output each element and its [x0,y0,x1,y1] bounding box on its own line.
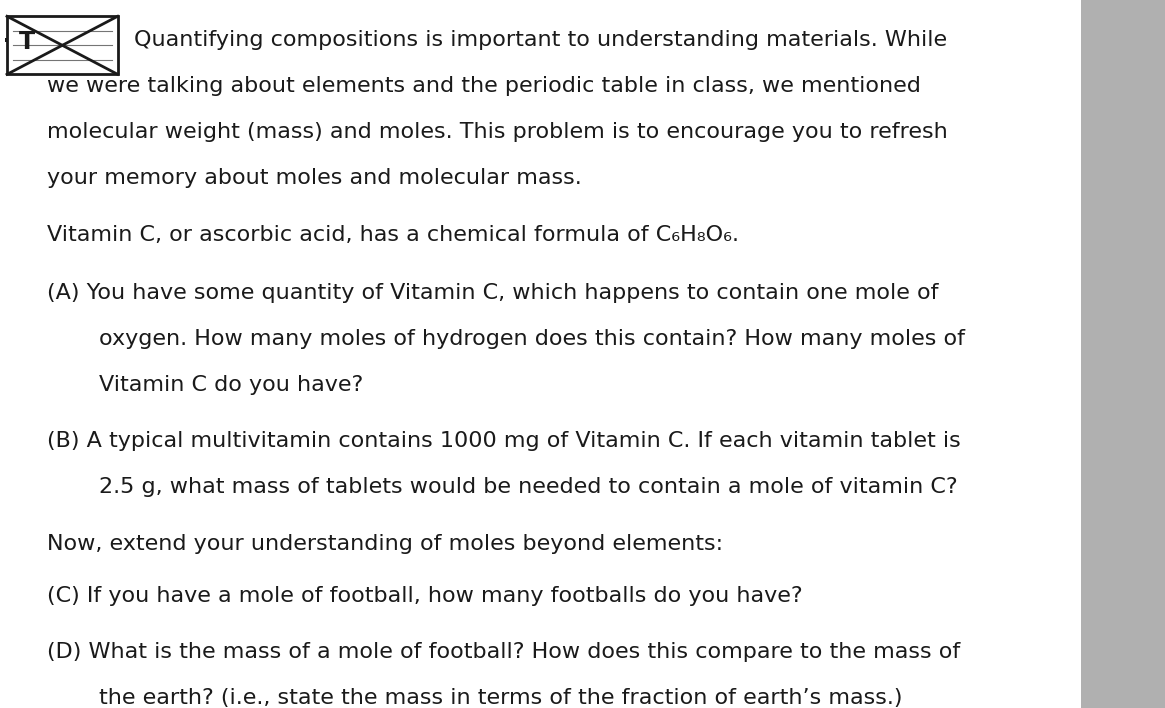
Text: (A) You have some quantity of Vitamin C, which happens to contain one mole of: (A) You have some quantity of Vitamin C,… [47,282,938,303]
Text: Vitamin C do you have?: Vitamin C do you have? [99,375,363,395]
Text: 2.5 g, what mass of tablets would be needed to contain a mole of vitamin C?: 2.5 g, what mass of tablets would be nee… [99,477,958,498]
Text: Quantifying compositions is important to understanding materials. While: Quantifying compositions is important to… [134,30,947,50]
Text: T: T [19,30,35,55]
Bar [1081,0,1165,708]
Text: (B) A typical multivitamin contains 1000 mg of Vitamin C. If each vitamin tablet: (B) A typical multivitamin contains 1000… [47,431,960,452]
Text: we were talking about elements and the periodic table in class, we mentioned: we were talking about elements and the p… [47,76,920,96]
Text: the earth? (i.e., state the mass in terms of the fraction of earth’s mass.): the earth? (i.e., state the mass in term… [99,688,903,708]
Text: (D) What is the mass of a mole of football? How does this compare to the mass of: (D) What is the mass of a mole of footba… [47,642,960,663]
Text: oxygen. How many moles of hydrogen does this contain? How many moles of: oxygen. How many moles of hydrogen does … [99,329,965,349]
Text: Now, extend your understanding of moles beyond elements:: Now, extend your understanding of moles … [47,534,722,554]
Text: (C) If you have a mole of football, how many footballs do you have?: (C) If you have a mole of football, how … [47,586,803,606]
Text: .: . [2,21,12,48]
Text: molecular weight (mass) and moles. This problem is to encourage you to refresh: molecular weight (mass) and moles. This … [47,122,947,142]
Bar [7,16,118,74]
Text: Vitamin C, or ascorbic acid, has a chemical formula of C₆H₈O₆.: Vitamin C, or ascorbic acid, has a chemi… [47,224,739,245]
Text: your memory about moles and molecular mass.: your memory about moles and molecular ma… [47,168,581,188]
